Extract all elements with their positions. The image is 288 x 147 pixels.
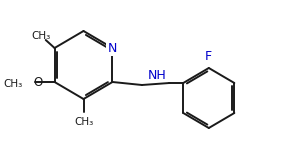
- Text: CH₃: CH₃: [74, 117, 93, 127]
- Text: CH₃: CH₃: [4, 79, 23, 89]
- Text: N: N: [108, 41, 117, 55]
- Text: F: F: [205, 50, 212, 63]
- Text: O: O: [33, 76, 42, 88]
- Text: CH₃: CH₃: [31, 31, 50, 41]
- Text: NH: NH: [147, 69, 166, 81]
